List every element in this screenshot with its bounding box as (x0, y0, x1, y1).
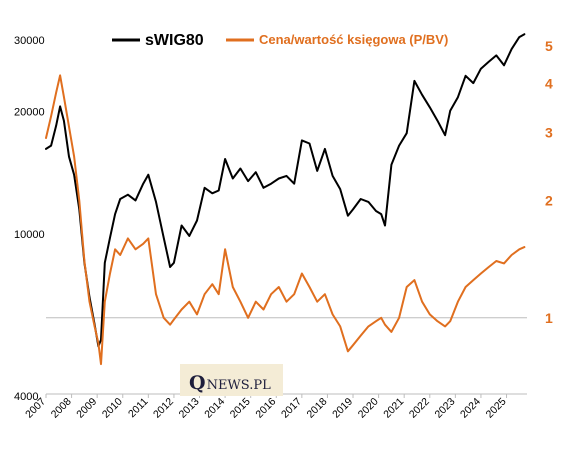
x-tick-label: 2021 (381, 396, 406, 421)
left-tick-label: 30000 (14, 35, 45, 47)
right-tick-label: 2 (545, 193, 553, 209)
left-axis-ticks: 4000 10000 20000 30000 (14, 35, 45, 403)
legend: sWIG80 Cena/wartość księgowa (P/BV) (112, 32, 448, 49)
left-tick-label: 20000 (14, 107, 45, 119)
x-tick-label: 2020 (356, 396, 381, 421)
x-tick-label: 2013 (177, 396, 202, 421)
x-tick-label: 2018 (305, 396, 330, 421)
x-tick-label: 2009 (74, 396, 99, 421)
series-group (45, 33, 526, 366)
x-tick-label: 2010 (100, 396, 125, 421)
right-tick-label: 3 (545, 124, 553, 140)
x-tick-label: 2017 (279, 396, 304, 421)
x-tick-label: 2016 (253, 396, 278, 421)
legend-label-pbv: Cena/wartość księgowa (P/BV) (259, 32, 448, 47)
x-tick-label: 2019 (330, 396, 355, 421)
legend-label-swig80: sWIG80 (145, 32, 204, 49)
series-line-pbv (45, 74, 526, 366)
qnews-watermark: QNEWS.PL (180, 364, 283, 396)
x-tick-label: 2011 (126, 396, 151, 421)
x-tick-label: 2024 (458, 396, 483, 421)
right-tick-label: 5 (545, 38, 553, 54)
x-tick-label: 2023 (432, 396, 457, 421)
x-tick-label: 2015 (228, 396, 253, 421)
watermark-text: QNEWS.PL (189, 372, 271, 394)
x-tick-label: 2022 (407, 396, 432, 421)
x-tick-label: 2008 (49, 396, 74, 421)
left-tick-label: 10000 (14, 229, 45, 241)
series-line-swig80 (45, 33, 526, 348)
left-tick-label: 4000 (14, 391, 38, 403)
x-tick-label: 2014 (202, 396, 227, 421)
right-tick-label: 1 (545, 310, 553, 326)
right-tick-label: 4 (545, 76, 553, 92)
x-tick-label: 2012 (151, 396, 176, 421)
x-tick-label: 2025 (484, 396, 509, 421)
watermark-background (180, 364, 283, 396)
right-axis-ticks: 1 2 3 4 5 (545, 38, 553, 326)
x-axis-ticks: 2007 2008 2009 2010 2011 2012 2013 2014 2015 2016… (23, 394, 509, 421)
